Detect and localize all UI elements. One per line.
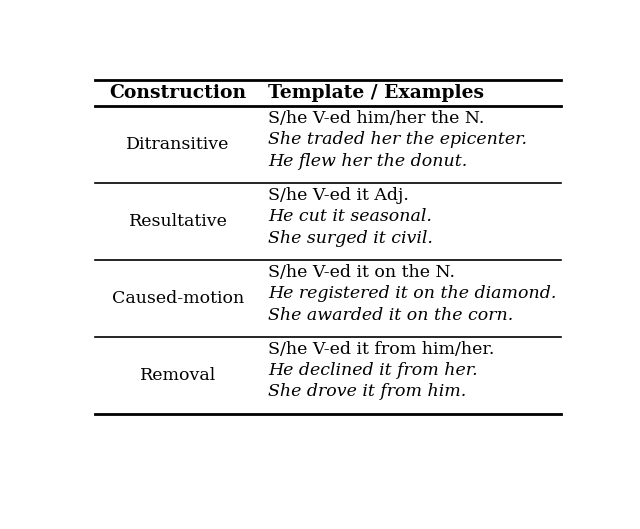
Text: He declined it from her.: He declined it from her. bbox=[269, 362, 478, 379]
Text: S/he V-ed it from him/her.: S/he V-ed it from him/her. bbox=[269, 341, 495, 358]
Text: S/he V-ed it on the N.: S/he V-ed it on the N. bbox=[269, 264, 456, 281]
Text: He cut it seasonal.: He cut it seasonal. bbox=[269, 208, 433, 225]
Text: S/he V-ed it Adj.: S/he V-ed it Adj. bbox=[269, 187, 410, 204]
Text: She drove it from him.: She drove it from him. bbox=[269, 384, 467, 400]
Text: Construction: Construction bbox=[109, 84, 246, 102]
Text: He registered it on the diamond.: He registered it on the diamond. bbox=[269, 285, 557, 302]
Text: Ditransitive: Ditransitive bbox=[126, 136, 230, 153]
Text: Template / Examples: Template / Examples bbox=[269, 84, 484, 102]
Text: She traded her the epicenter.: She traded her the epicenter. bbox=[269, 131, 527, 149]
Text: Removal: Removal bbox=[140, 367, 216, 384]
Text: Resultative: Resultative bbox=[129, 213, 227, 230]
Text: She awarded it on the corn.: She awarded it on the corn. bbox=[269, 306, 514, 324]
Text: S/he V-ed him/her the N.: S/he V-ed him/her the N. bbox=[269, 110, 485, 127]
Text: He flew her the donut.: He flew her the donut. bbox=[269, 153, 468, 170]
Text: She surged it civil.: She surged it civil. bbox=[269, 230, 433, 247]
Text: Caused-motion: Caused-motion bbox=[112, 290, 244, 307]
